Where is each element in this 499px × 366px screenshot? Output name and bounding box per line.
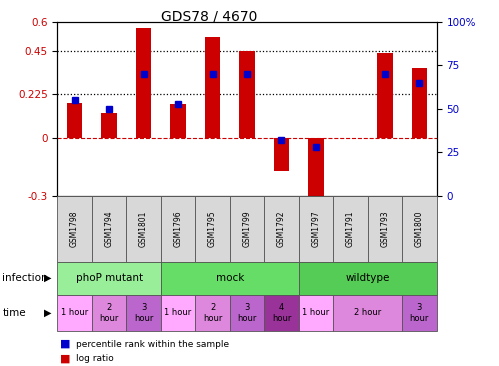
Bar — [67, 103, 82, 138]
Text: GSM1796: GSM1796 — [174, 210, 183, 247]
Text: 2
hour: 2 hour — [203, 303, 222, 323]
Text: ▶: ▶ — [43, 308, 51, 318]
Bar — [377, 53, 393, 138]
Text: 1 hour: 1 hour — [61, 309, 88, 317]
Text: GSM1797: GSM1797 — [311, 210, 320, 247]
Text: log ratio: log ratio — [76, 354, 114, 363]
Text: phoP mutant: phoP mutant — [75, 273, 143, 283]
Text: GSM1800: GSM1800 — [415, 210, 424, 247]
Bar — [412, 68, 427, 138]
Text: GSM1793: GSM1793 — [380, 210, 389, 247]
Text: GSM1799: GSM1799 — [243, 210, 251, 247]
Text: GSM1792: GSM1792 — [277, 210, 286, 247]
Bar — [136, 28, 151, 138]
Text: 4
hour: 4 hour — [272, 303, 291, 323]
Bar — [170, 104, 186, 138]
Text: 3
hour: 3 hour — [410, 303, 429, 323]
Text: 2 hour: 2 hour — [354, 309, 381, 317]
Bar — [101, 113, 117, 138]
Text: GDS78 / 4670: GDS78 / 4670 — [161, 9, 258, 23]
Text: 2
hour: 2 hour — [99, 303, 119, 323]
Text: ■: ■ — [60, 354, 70, 364]
Bar — [239, 51, 255, 138]
Text: 3
hour: 3 hour — [238, 303, 256, 323]
Bar — [274, 138, 289, 171]
Text: infection: infection — [2, 273, 48, 283]
Text: percentile rank within the sample: percentile rank within the sample — [76, 340, 230, 348]
Text: GSM1798: GSM1798 — [70, 210, 79, 247]
Text: ■: ■ — [60, 339, 70, 349]
Text: 3
hour: 3 hour — [134, 303, 153, 323]
Text: wildtype: wildtype — [345, 273, 390, 283]
Text: time: time — [2, 308, 26, 318]
Text: 1 hour: 1 hour — [302, 309, 329, 317]
Bar — [308, 138, 324, 211]
Text: GSM1801: GSM1801 — [139, 210, 148, 247]
Text: GSM1791: GSM1791 — [346, 210, 355, 247]
Text: GSM1794: GSM1794 — [105, 210, 114, 247]
Text: GSM1795: GSM1795 — [208, 210, 217, 247]
Text: mock: mock — [216, 273, 244, 283]
Bar — [205, 37, 220, 138]
Text: ▶: ▶ — [43, 273, 51, 283]
Text: 1 hour: 1 hour — [165, 309, 192, 317]
